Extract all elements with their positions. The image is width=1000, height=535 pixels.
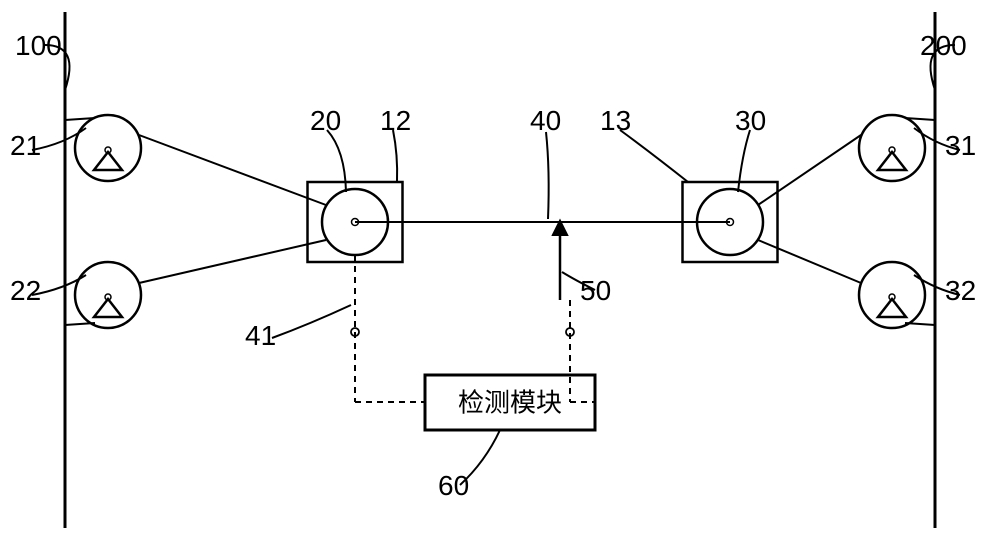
- label-32: 32: [945, 275, 976, 306]
- label-13: 13: [600, 105, 631, 136]
- label-21: 21: [10, 130, 41, 161]
- label-40: 40: [530, 105, 561, 136]
- label-20: 20: [310, 105, 341, 136]
- rope-tangent: [65, 323, 95, 325]
- detection-module-label: 检测模块: [458, 389, 562, 418]
- label-50: 50: [580, 275, 611, 306]
- label-30: 30: [735, 105, 766, 136]
- label-200: 200: [920, 30, 967, 61]
- leader-13: [620, 130, 688, 182]
- rope: [139, 135, 326, 205]
- leader-12: [393, 130, 397, 182]
- label-60: 60: [438, 470, 469, 501]
- rope-tangent: [905, 323, 935, 325]
- mechanical-diagram: 检测模块 12 13 20 21 22 30 31 32 40 41 50 60 100 200: [0, 0, 1000, 535]
- label-31: 31: [945, 130, 976, 161]
- leader-41: [272, 305, 351, 338]
- leader-40: [546, 132, 549, 219]
- rope: [139, 240, 326, 283]
- label-22: 22: [10, 275, 41, 306]
- rope: [758, 135, 861, 205]
- label-100: 100: [15, 30, 62, 61]
- label-12: 12: [380, 105, 411, 136]
- label-41: 41: [245, 320, 276, 351]
